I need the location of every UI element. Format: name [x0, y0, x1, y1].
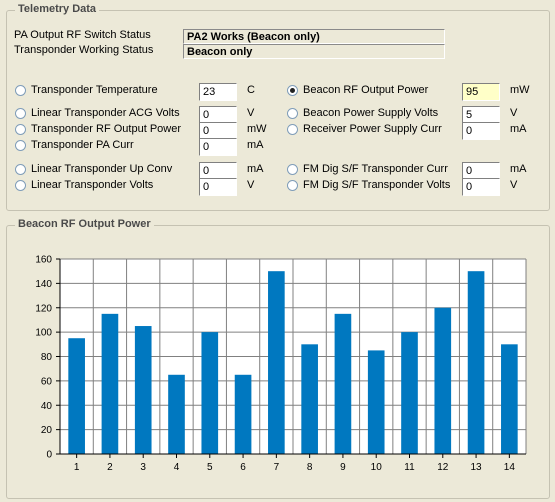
linear-transponder-volts-label: Linear Transponder Volts — [31, 179, 154, 191]
fm-dig-s-f-transponder-volts-label: FM Dig S/F Transponder Volts — [303, 179, 451, 191]
bar-8 — [301, 344, 318, 454]
fm-dig-s-f-transponder-volts-radio[interactable] — [287, 180, 298, 191]
x-tick-label: 10 — [371, 462, 383, 473]
y-tick-label: 80 — [41, 352, 53, 363]
fm-dig-s-f-transponder-curr-radio[interactable] — [287, 164, 298, 175]
beacon-rf-output-power-label: Beacon RF Output Power — [303, 84, 429, 96]
y-tick-label: 0 — [46, 450, 52, 461]
x-tick-label: 3 — [140, 462, 146, 473]
telemetry-group: Telemetry Data — [6, 3, 550, 211]
transponder-temperature-unit: C — [247, 84, 255, 96]
transponder-pa-curr-radio[interactable] — [15, 140, 26, 151]
fm-dig-s-f-transponder-curr-unit: mA — [510, 163, 527, 175]
transponder-temperature-field[interactable]: 23 — [199, 83, 237, 101]
linear-transponder-up-conv-field[interactable]: 0 — [199, 162, 237, 180]
bar-2 — [101, 313, 119, 454]
beacon-power-supply-volts-radio[interactable] — [287, 108, 298, 119]
fm-dig-s-f-transponder-volts-unit: V — [510, 179, 518, 191]
beacon-rf-output-power-field[interactable]: 95 — [462, 83, 500, 101]
transponder-status-label: Transponder Working Status — [14, 44, 154, 56]
bar-14 — [501, 344, 518, 454]
bar-6 — [234, 374, 252, 454]
x-tick-label: 6 — [240, 462, 246, 473]
transponder-rf-output-power-radio[interactable] — [15, 124, 26, 135]
x-tick-label: 8 — [307, 462, 313, 473]
bar-3 — [134, 326, 152, 454]
chart-group: Beacon RF Output Power — [6, 218, 550, 499]
bar-12 — [434, 307, 452, 454]
beacon-rf-output-power-radio[interactable] — [287, 85, 298, 96]
receiver-power-supply-curr-unit: mA — [510, 123, 527, 135]
linear-transponder-acg-volts-radio[interactable] — [15, 108, 26, 119]
x-tick-label: 12 — [437, 462, 449, 473]
x-tick-label: 14 — [504, 462, 516, 473]
linear-transponder-volts-field[interactable]: 0 — [199, 178, 237, 196]
linear-transponder-acg-volts-label: Linear Transponder ACG Volts — [31, 107, 180, 119]
beacon-power-supply-volts-unit: V — [510, 107, 518, 119]
linear-transponder-up-conv-label: Linear Transponder Up Conv — [31, 163, 173, 175]
chart-title: Beacon RF Output Power — [15, 218, 154, 230]
linear-transponder-up-conv-radio[interactable] — [15, 164, 26, 175]
pa-output-status: PA2 Works (Beacon only) — [183, 29, 445, 44]
y-tick-label: 160 — [35, 255, 52, 266]
linear-transponder-volts-radio[interactable] — [15, 180, 26, 191]
fm-dig-s-f-transponder-curr-label: FM Dig S/F Transponder Curr — [303, 163, 448, 175]
x-tick-label: 11 — [404, 462, 415, 473]
x-tick-label: 7 — [274, 462, 280, 473]
beacon-rf-output-power-unit: mW — [510, 84, 530, 96]
transponder-rf-output-power-label: Transponder RF Output Power — [31, 123, 181, 135]
x-tick-label: 4 — [174, 462, 180, 473]
bar-13 — [467, 271, 485, 454]
x-tick-label: 2 — [107, 462, 113, 473]
receiver-power-supply-curr-label: Receiver Power Supply Curr — [303, 123, 442, 135]
x-tick-label: 1 — [74, 462, 80, 473]
receiver-power-supply-curr-radio[interactable] — [287, 124, 298, 135]
fm-dig-s-f-transponder-volts-field[interactable]: 0 — [462, 178, 500, 196]
linear-transponder-acg-volts-unit: V — [247, 107, 255, 119]
bar-9 — [334, 313, 352, 454]
x-tick-label: 5 — [207, 462, 213, 473]
transponder-pa-curr-label: Transponder PA Curr — [31, 139, 134, 151]
transponder-temperature-radio[interactable] — [15, 85, 26, 96]
beacon-power-supply-volts-label: Beacon Power Supply Volts — [303, 107, 439, 119]
linear-transponder-volts-unit: V — [247, 179, 255, 191]
transponder-status-value: Beacon only — [183, 44, 445, 59]
bar-5 — [201, 332, 219, 454]
y-tick-label: 120 — [35, 303, 52, 314]
fm-dig-s-f-transponder-curr-field[interactable]: 0 — [462, 162, 500, 180]
bar-7 — [268, 271, 285, 454]
y-tick-label: 100 — [35, 328, 52, 339]
bar-11 — [401, 332, 418, 454]
y-tick-label: 60 — [41, 376, 53, 387]
y-tick-label: 40 — [41, 401, 53, 412]
transponder-pa-curr-unit: mA — [247, 139, 264, 151]
x-tick-label: 13 — [471, 462, 483, 473]
bar-4 — [168, 374, 185, 454]
bar-10 — [367, 350, 385, 454]
transponder-pa-curr-field[interactable]: 0 — [199, 138, 237, 156]
pa-output-label: PA Output RF Switch Status — [14, 29, 151, 41]
y-tick-label: 140 — [35, 279, 52, 290]
bar-1 — [68, 338, 85, 454]
telemetry-title: Telemetry Data — [15, 3, 100, 15]
linear-transponder-up-conv-unit: mA — [247, 163, 264, 175]
transponder-temperature-label: Transponder Temperature — [31, 84, 158, 96]
y-tick-label: 20 — [41, 425, 53, 436]
receiver-power-supply-curr-field[interactable]: 0 — [462, 122, 500, 140]
x-tick-label: 9 — [340, 462, 346, 473]
transponder-rf-output-power-unit: mW — [247, 123, 267, 135]
